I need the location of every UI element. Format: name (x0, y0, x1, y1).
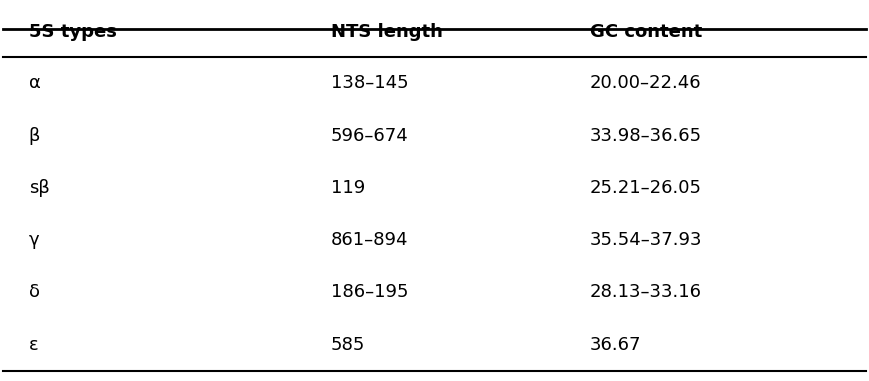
Text: β: β (29, 126, 40, 145)
Text: 28.13–33.16: 28.13–33.16 (590, 283, 702, 301)
Text: 5S types: 5S types (29, 23, 116, 42)
Text: NTS length: NTS length (331, 23, 443, 42)
Text: 36.67: 36.67 (590, 336, 641, 354)
Text: 138–145: 138–145 (331, 74, 408, 92)
Text: 596–674: 596–674 (331, 126, 408, 145)
Text: δ: δ (29, 283, 40, 301)
Text: 20.00–22.46: 20.00–22.46 (590, 74, 701, 92)
Text: 186–195: 186–195 (331, 283, 408, 301)
Text: 585: 585 (331, 336, 365, 354)
Text: 861–894: 861–894 (331, 231, 408, 249)
Text: α: α (29, 74, 41, 92)
Text: 119: 119 (331, 179, 365, 197)
Text: GC content: GC content (590, 23, 702, 42)
Text: 35.54–37.93: 35.54–37.93 (590, 231, 702, 249)
Text: sβ: sβ (29, 179, 50, 197)
Text: 33.98–36.65: 33.98–36.65 (590, 126, 702, 145)
Text: 25.21–26.05: 25.21–26.05 (590, 179, 702, 197)
Text: γ: γ (29, 231, 39, 249)
Text: ε: ε (29, 336, 38, 354)
